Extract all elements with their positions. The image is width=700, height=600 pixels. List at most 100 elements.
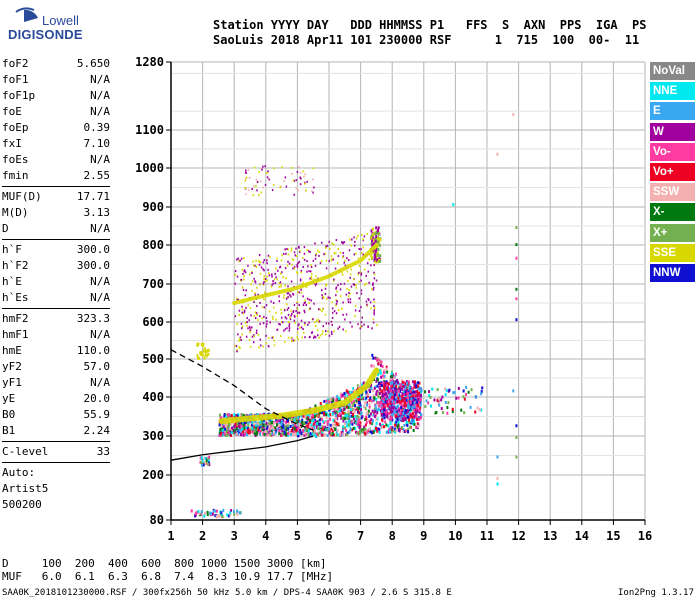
echo-point	[305, 427, 308, 431]
echo-point	[238, 425, 241, 429]
echo-point	[361, 316, 364, 319]
param-row: hmF1 N/A	[2, 327, 110, 343]
echo-point	[286, 327, 288, 330]
echo-point	[282, 427, 285, 431]
echo-point	[355, 284, 357, 287]
echo-point	[408, 394, 411, 398]
echo-point	[370, 307, 372, 310]
echo-point	[297, 324, 300, 327]
param-value: 110.0	[76, 344, 110, 357]
echo-point	[339, 251, 342, 254]
lowell-digisonde-logo: Lowell DIGISONDE	[4, 4, 83, 52]
echo-point	[496, 476, 499, 480]
echo-point	[258, 430, 261, 434]
echo-point	[415, 403, 418, 407]
echo-point	[277, 424, 280, 428]
echo-point	[229, 513, 232, 517]
echo-point	[356, 292, 358, 295]
echo-point	[316, 329, 319, 332]
legend-item-vo-minus: Vo-	[650, 142, 695, 161]
echo-point	[237, 413, 240, 417]
echo-point	[350, 391, 353, 395]
echo-point	[399, 399, 402, 403]
echo-point	[402, 411, 405, 415]
echo-point	[331, 423, 334, 427]
echo-point	[444, 393, 447, 397]
echo-point	[417, 386, 420, 390]
file-info: SAA0K_2018101230000.RSF / 300fx256h 50 k…	[2, 588, 452, 598]
echo-point	[332, 427, 335, 431]
echo-point	[262, 432, 265, 436]
echo-point	[253, 300, 255, 303]
echo-point	[332, 258, 334, 261]
profile-curve-dashed	[170, 349, 314, 431]
echo-point	[441, 411, 444, 415]
echo-point	[262, 282, 265, 285]
echo-point	[263, 433, 266, 437]
echo-point	[379, 259, 382, 263]
echo-point	[287, 285, 289, 288]
echo-point	[337, 247, 340, 250]
echo-point	[334, 252, 337, 255]
param-value: 55.9	[83, 408, 111, 421]
echo-point	[310, 277, 313, 280]
echo-point	[281, 271, 283, 274]
echo-point	[374, 410, 377, 414]
echo-point	[310, 275, 313, 278]
echo-point	[423, 390, 426, 394]
echo-point	[371, 431, 374, 435]
echo-point	[319, 402, 322, 406]
echo-point	[298, 304, 300, 307]
echo-point	[350, 285, 353, 288]
echo-point	[349, 408, 352, 412]
echo-point	[290, 295, 292, 298]
legend-item-vo-plus: Vo+	[650, 162, 695, 181]
echo-point	[255, 185, 257, 188]
echo-point	[357, 384, 360, 388]
echo-point	[381, 414, 384, 418]
echo-point	[321, 294, 323, 297]
echo-point	[312, 178, 314, 181]
echo-point	[371, 409, 374, 413]
echo-point	[417, 392, 420, 396]
echo-point	[321, 333, 324, 336]
x-tick-label: 9	[420, 529, 427, 543]
echo-point	[396, 381, 399, 385]
x-tick-label: 15	[606, 529, 620, 543]
echo-point	[378, 369, 381, 373]
echo-point	[258, 193, 260, 196]
echo-point	[354, 430, 357, 434]
echo-point	[373, 309, 376, 312]
echo-point	[320, 417, 323, 421]
echo-point	[254, 293, 257, 296]
echo-point	[266, 279, 269, 282]
echo-point	[469, 405, 472, 409]
echo-point	[405, 412, 408, 416]
echo-point	[287, 313, 290, 316]
param-value: 33	[96, 445, 110, 458]
echo-point	[322, 419, 325, 423]
echo-point	[311, 190, 313, 193]
echo-point	[417, 408, 420, 412]
echo-point	[352, 283, 355, 286]
echo-point	[339, 295, 342, 298]
echo-point	[200, 461, 203, 465]
echo-point	[347, 390, 350, 394]
echo-point	[238, 430, 241, 434]
echo-point	[206, 510, 209, 514]
echo-point	[384, 381, 387, 385]
echo-point	[338, 409, 341, 413]
echo-point	[335, 414, 338, 418]
echo-point	[337, 433, 340, 437]
echo-point	[321, 310, 323, 313]
echo-point	[279, 429, 282, 433]
echo-point	[474, 395, 477, 399]
echo-point	[280, 316, 283, 319]
echo-point	[336, 423, 339, 427]
echo-point	[358, 432, 361, 436]
echo-point	[267, 433, 270, 437]
echo-point	[273, 339, 275, 342]
echo-point	[250, 314, 252, 317]
echo-point	[372, 238, 375, 242]
echo-point	[419, 406, 422, 410]
